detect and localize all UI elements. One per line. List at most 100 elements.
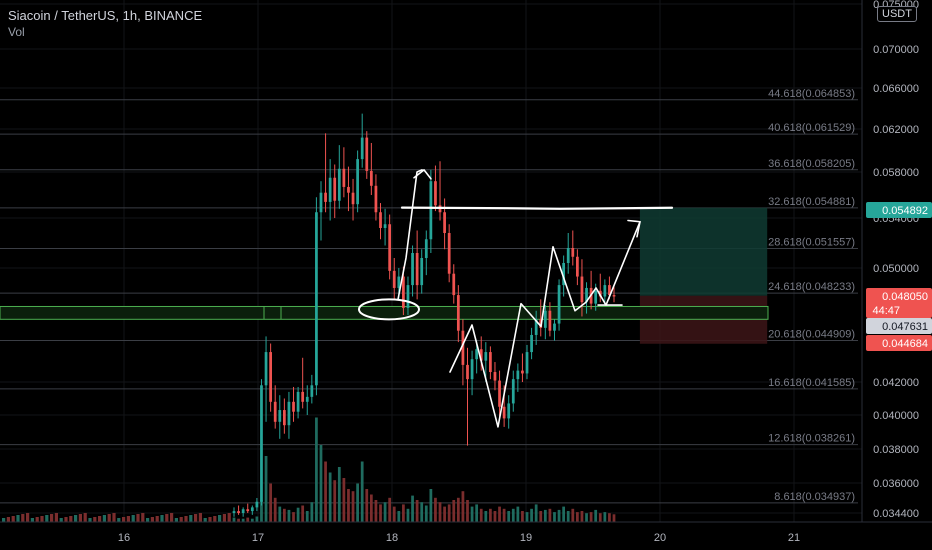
volume-bar [296, 507, 300, 522]
price-axis-label: 0.062000 [873, 124, 919, 136]
volume-bar [126, 516, 130, 522]
volume-bar [402, 504, 405, 522]
volume-bar [2, 518, 6, 522]
candle-body [530, 334, 533, 353]
candle-body [264, 352, 268, 386]
volume-bar [420, 502, 424, 522]
volume-bar [98, 516, 102, 522]
support-zone [0, 305, 769, 320]
candle-body [470, 359, 474, 380]
candle-body [479, 349, 483, 361]
candle-body [342, 168, 346, 187]
price-axis-label: 0.040000 [873, 410, 919, 422]
candle-body [356, 159, 359, 205]
candle-body [315, 212, 318, 386]
currency-badge[interactable]: USDT [877, 6, 917, 22]
candle-body [337, 168, 341, 201]
candle-body [566, 248, 570, 263]
fib-level-label: 16.618(0.041585) [768, 377, 855, 389]
volume-bar [324, 461, 327, 522]
volume-bar [434, 497, 437, 522]
volume-bar [11, 516, 15, 522]
volume-bar [598, 513, 602, 522]
volume-bar [189, 515, 193, 522]
price-badge [866, 202, 932, 218]
price-badge [866, 318, 932, 334]
candle-body [269, 352, 272, 402]
candle-body [287, 401, 291, 426]
candle-body [424, 239, 428, 258]
candle-body [571, 248, 575, 257]
volume-bar [411, 495, 414, 522]
time-axis[interactable]: 16 17 18 19 20 21 [118, 532, 800, 544]
candle-body [273, 401, 277, 422]
volume-bar [273, 497, 277, 522]
volume-bar [83, 513, 87, 522]
candle-body [250, 507, 254, 512]
candle-body [557, 285, 561, 324]
candle-body [365, 137, 369, 171]
price-axis-label: 0.036000 [873, 478, 919, 490]
candle-body [305, 396, 309, 402]
price-badge-label: 0.054892 [882, 205, 928, 217]
candle-body [310, 385, 314, 397]
volume-bar [155, 516, 159, 522]
volume-bar [117, 518, 121, 522]
candle-body [466, 364, 469, 380]
price-badge-label: 0.044684 [882, 338, 928, 350]
volume-bar [246, 517, 250, 522]
volume-bar [553, 512, 556, 522]
volume-bar [198, 513, 202, 522]
user-drawings[interactable] [358, 169, 674, 428]
fib-level-label: 20.618(0.044909) [768, 329, 855, 341]
price-axis-label: 0.042000 [873, 377, 919, 389]
volume-indicator-label[interactable]: Vol [8, 25, 25, 39]
volume-bar [489, 508, 492, 522]
candle-body [502, 406, 506, 419]
candle-body [369, 170, 373, 186]
volume-bar [594, 509, 598, 522]
volume-bar [498, 506, 501, 522]
candle-body [397, 276, 401, 288]
volume-bar [112, 513, 116, 522]
volume-bar [301, 505, 305, 522]
volume-bar [406, 508, 410, 522]
volume-bar [507, 511, 511, 522]
volume-bar [78, 514, 82, 522]
candle-body [374, 185, 378, 213]
candle-body [415, 253, 419, 286]
candle-body [392, 270, 396, 288]
price-badge-label: 0.047631 [882, 321, 928, 333]
volume-bar [278, 506, 282, 522]
volume-bar [50, 514, 54, 522]
fib-level-label: 40.618(0.061529) [768, 122, 855, 134]
fib-level-label: 8.618(0.034937) [774, 491, 855, 503]
candle-body [328, 177, 332, 202]
fib-level-label: 36.618(0.058205) [768, 158, 855, 170]
price-axis-label: 0.058000 [873, 167, 919, 179]
candle-body [603, 285, 607, 297]
symbol-title[interactable]: Siacoin / TetherUS, 1h, BINANCE [8, 8, 203, 23]
time-axis-label: 18 [386, 532, 398, 544]
volume-bar [461, 491, 465, 522]
position-profit-zone [639, 207, 768, 296]
candle-body [278, 410, 282, 422]
long-position-tool[interactable] [639, 207, 768, 344]
volume-bar [365, 489, 369, 522]
candle-body [608, 285, 611, 296]
price-axis-label: 0.034400 [873, 508, 919, 520]
volume-bar [222, 514, 226, 522]
volume-bar [305, 511, 309, 522]
time-axis-label: 17 [252, 532, 264, 544]
candle-body [420, 258, 424, 286]
price-axis-label: 0.066000 [873, 83, 919, 95]
arrow-head-target [627, 219, 641, 238]
volume-bar [415, 500, 419, 522]
volume-bar [351, 491, 355, 522]
volume-bar [525, 512, 529, 522]
candle-body [406, 285, 410, 308]
volume-bar [580, 511, 584, 522]
volume-bar [146, 518, 150, 522]
volume-bar [347, 489, 350, 522]
